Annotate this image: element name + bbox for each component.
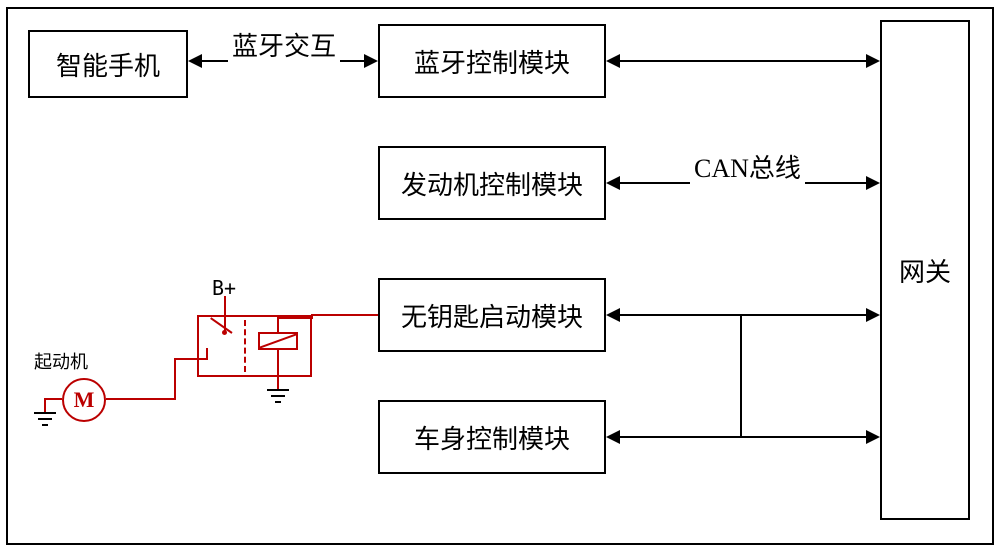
motor-ground-2 <box>38 418 52 420</box>
engine-gw-arrow-left <box>606 176 620 190</box>
relay-coil-bot-stem <box>277 377 279 389</box>
phone-bt-arrow-left <box>188 54 202 68</box>
body-gw-arrow-right <box>866 430 880 444</box>
motor-symbol: M <box>62 378 106 422</box>
engine-module-box: 发动机控制模块 <box>378 146 606 220</box>
body-module-box: 车身控制模块 <box>378 400 606 474</box>
engine-module-label: 发动机控制模块 <box>401 165 583 202</box>
bt-interact-label: 蓝牙交互 <box>228 26 340 63</box>
bluetooth-module-box: 蓝牙控制模块 <box>378 24 606 98</box>
relay-exit-v <box>311 314 313 319</box>
bplus-wire-v <box>224 296 226 316</box>
relay-contact-dot <box>222 330 227 335</box>
relay-coil-top-v <box>277 317 279 333</box>
motor-wire-h <box>106 398 176 400</box>
relay-ground-1 <box>267 389 289 391</box>
bluetooth-module-label: 蓝牙控制模块 <box>414 43 570 80</box>
relay-top-h <box>277 317 313 319</box>
smartphone-box: 智能手机 <box>28 30 188 98</box>
relay-ground-2 <box>271 395 285 397</box>
relay-separator <box>244 320 246 372</box>
phone-bt-arrow-right <box>364 54 378 68</box>
relay-coil-bot-v <box>277 350 279 377</box>
bt-gw-arrow-right <box>866 54 880 68</box>
relay-to-keyless <box>312 314 378 316</box>
keyless-gw-arrow-right <box>866 308 880 322</box>
motor-letter: M <box>74 387 95 413</box>
starter-label: 起动机 <box>34 348 88 374</box>
motor-wire-h2 <box>174 358 198 360</box>
bt-gw-arrow-left <box>606 54 620 68</box>
body-gw-line <box>618 436 870 438</box>
gateway-box: 网关 <box>880 20 970 520</box>
body-module-label: 车身控制模块 <box>414 419 570 456</box>
keyless-gw-arrow-left <box>606 308 620 322</box>
motor-ground-3 <box>42 424 48 426</box>
body-gw-arrow-left <box>606 430 620 444</box>
motor-ground-stem <box>44 398 46 412</box>
gateway-label: 网关 <box>899 252 951 289</box>
smartphone-label: 智能手机 <box>56 46 160 83</box>
motor-ground-v <box>44 398 62 400</box>
bt-gw-line <box>618 60 870 62</box>
can-bus-label: CAN总线 <box>690 148 805 185</box>
body-keyless-vline <box>740 316 742 436</box>
keyless-gw-line <box>618 314 870 316</box>
keyless-module-label: 无钥匙启动模块 <box>401 297 583 334</box>
motor-wire-v <box>174 358 176 400</box>
keyless-module-box: 无钥匙启动模块 <box>378 278 606 352</box>
relay-ground-3 <box>275 401 281 403</box>
relay-contact-bottom-h <box>197 358 207 360</box>
engine-gw-arrow-right <box>866 176 880 190</box>
motor-ground-1 <box>34 412 56 414</box>
